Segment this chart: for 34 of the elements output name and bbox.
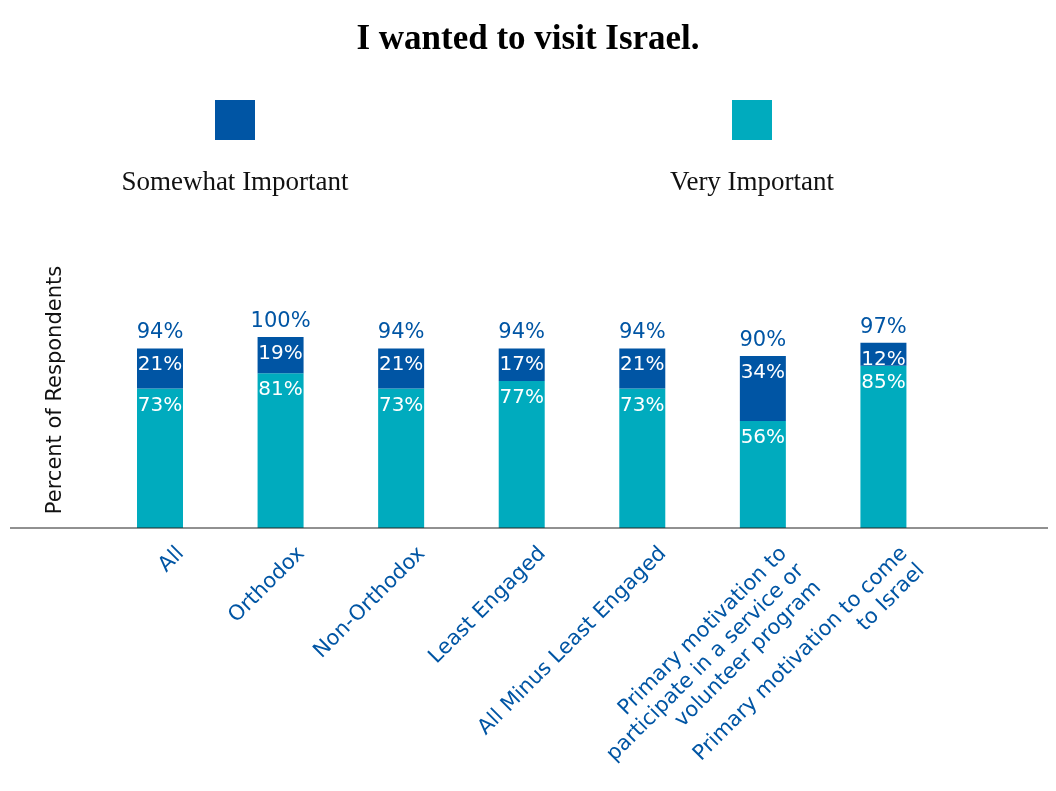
total-label: 97%	[860, 313, 907, 338]
data-label: 73%	[137, 391, 183, 416]
chart-title: I wanted to visit Israel.	[355, 17, 701, 59]
data-label: 81%	[258, 376, 303, 401]
data-label: 77%	[499, 383, 544, 408]
y-axis-title: Percent of Respondents	[42, 265, 66, 515]
data-label: 17%	[499, 351, 544, 376]
total-label: 94%	[618, 319, 666, 344]
bar	[137, 388, 183, 528]
data-label: 85%	[861, 368, 906, 393]
total-label: 94%	[498, 319, 546, 344]
legend-label: Very Important	[669, 166, 835, 197]
total-label: 90%	[739, 327, 787, 352]
total-label: 94%	[377, 319, 425, 344]
x-tick-label: All	[152, 540, 189, 577]
total-label: 94%	[136, 319, 184, 344]
total-label: 100%	[250, 308, 311, 332]
bar	[619, 388, 666, 528]
data-label: 73%	[378, 391, 424, 416]
bar	[378, 388, 425, 528]
bar	[498, 380, 545, 528]
legend-label: Somewhat Important	[121, 166, 349, 197]
data-label: 56%	[740, 424, 786, 449]
bar	[739, 356, 786, 422]
bar	[739, 421, 786, 528]
data-label: 21%	[378, 351, 424, 376]
bar	[860, 365, 907, 528]
data-label: 21%	[620, 351, 665, 376]
data-label: 12%	[861, 345, 906, 370]
data-label: 73%	[620, 391, 665, 416]
data-label: 19%	[258, 340, 303, 364]
data-label: 34%	[740, 359, 786, 384]
data-label: 21%	[137, 351, 183, 376]
bar	[257, 373, 304, 528]
